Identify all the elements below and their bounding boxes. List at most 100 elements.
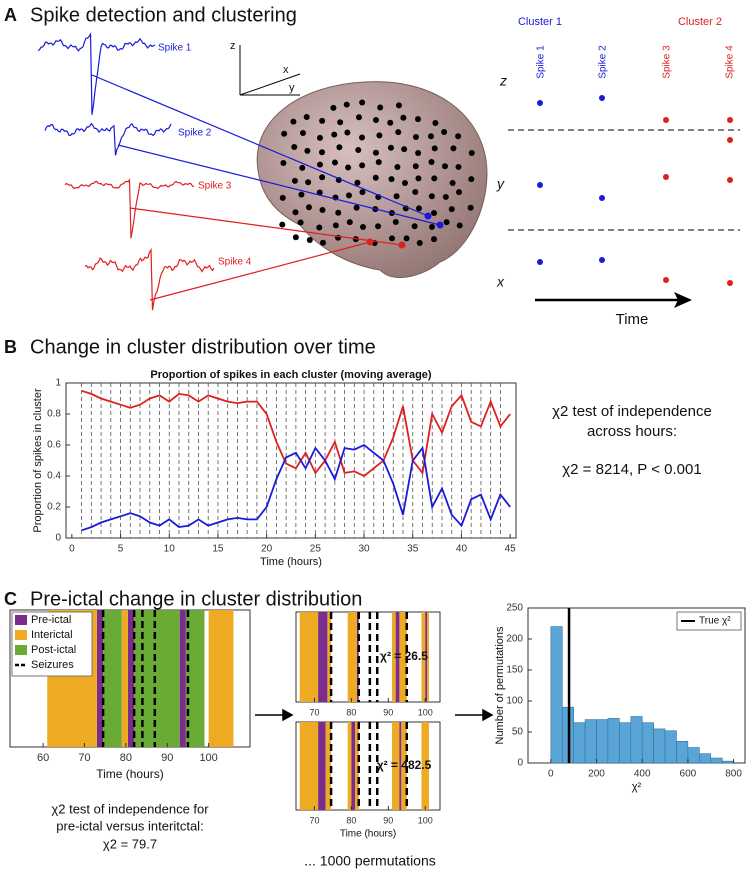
line-series	[81, 389, 511, 478]
spike-label: Spike 2	[178, 128, 212, 139]
link-dot	[424, 212, 432, 220]
bar	[653, 728, 666, 764]
electrode	[448, 206, 455, 213]
electrode	[359, 162, 366, 169]
electrode	[320, 239, 327, 246]
x-tick-label: 60	[37, 752, 49, 764]
test-text: χ2 test of independence for	[51, 801, 209, 816]
bar	[676, 740, 689, 764]
permutations-label: ... 1000 permutations	[304, 853, 436, 869]
electrode	[304, 147, 311, 154]
electrode	[292, 234, 299, 241]
electrode	[441, 129, 448, 136]
interval	[208, 610, 234, 747]
spike-label: Spike 1	[158, 43, 192, 54]
electrode	[337, 119, 344, 126]
interval	[399, 722, 402, 810]
electrode	[467, 204, 474, 211]
electrode	[305, 204, 312, 211]
x-tick-label: 45	[505, 544, 517, 555]
x-axis-label: Time (hours)	[96, 767, 164, 781]
panel-letter: C	[4, 589, 17, 609]
interval	[121, 610, 128, 747]
electrode	[387, 119, 394, 126]
panel-letter: A	[4, 5, 17, 25]
test-text: pre-ictal versus interitctal:	[56, 818, 203, 833]
electrode	[345, 192, 352, 199]
electrode	[428, 193, 435, 200]
axis-icon	[239, 45, 301, 96]
x-axis-label: Time (hours)	[340, 829, 396, 840]
row-label: x	[496, 274, 505, 290]
electrode	[319, 117, 326, 124]
waveform	[84, 247, 215, 311]
electrode	[455, 163, 462, 170]
electrode	[375, 159, 382, 166]
interval	[325, 722, 332, 810]
interval	[299, 722, 319, 810]
x-tick-label: 400	[634, 769, 651, 780]
x-tick-label: 40	[456, 544, 468, 555]
electrode	[403, 235, 410, 242]
link-dot	[366, 238, 374, 246]
legend-label: Pre-ictal	[31, 614, 71, 626]
interval	[399, 612, 407, 702]
legend-label: True χ²	[699, 616, 731, 627]
electrode	[316, 189, 323, 196]
interval	[185, 610, 205, 747]
panel-title: Pre-ictal change in cluster distribution	[30, 588, 362, 610]
brain	[256, 81, 488, 278]
interval	[127, 610, 135, 747]
electrode	[331, 159, 338, 166]
column-label: Spike 4	[725, 45, 736, 79]
electrode	[449, 179, 456, 186]
electrode	[291, 177, 298, 184]
axis-label: y	[289, 82, 295, 94]
electrode	[355, 114, 362, 121]
x-tick-label: 90	[161, 752, 173, 764]
link-dot	[436, 221, 444, 229]
electrode	[456, 189, 463, 196]
x-tick-label: 80	[346, 707, 356, 717]
electrode	[279, 194, 286, 201]
annotation: χ² = 26.5	[380, 649, 428, 663]
electrode	[442, 193, 449, 200]
electrode	[415, 149, 422, 156]
x-tick-label: 100	[199, 752, 217, 764]
plot-area	[65, 382, 517, 539]
electrode	[393, 193, 400, 200]
electrode	[395, 102, 402, 109]
electrode	[353, 204, 360, 211]
interval	[427, 612, 429, 702]
electrode	[431, 236, 438, 243]
electrode	[416, 239, 423, 246]
electrode	[354, 179, 361, 186]
electrode	[346, 219, 353, 226]
x-tick-label: 100	[418, 815, 433, 825]
electrode	[319, 149, 326, 156]
electrode	[332, 222, 339, 229]
test-result: χ2 = 8214, P < 0.001	[562, 461, 701, 478]
electrode	[372, 149, 379, 156]
interval	[103, 610, 122, 747]
electrode	[432, 119, 439, 126]
electrode	[443, 219, 450, 226]
electrode	[335, 209, 342, 216]
interval	[318, 612, 328, 702]
electrode	[456, 222, 463, 229]
electrode	[468, 176, 475, 183]
x-tick-label: 30	[358, 544, 370, 555]
electrode	[355, 147, 362, 154]
time-label: Time	[616, 311, 649, 328]
waveform	[44, 122, 172, 156]
cluster-label: Cluster 2	[678, 16, 722, 28]
y-tick-label: 50	[512, 727, 524, 738]
y-tick-label: 150	[506, 665, 523, 676]
legend-label: Interictal	[31, 629, 73, 641]
spike-label: Spike 4	[218, 257, 252, 268]
interval	[392, 612, 396, 702]
electrode	[375, 223, 382, 230]
axis-label: x	[283, 64, 289, 76]
electrode	[400, 114, 407, 121]
